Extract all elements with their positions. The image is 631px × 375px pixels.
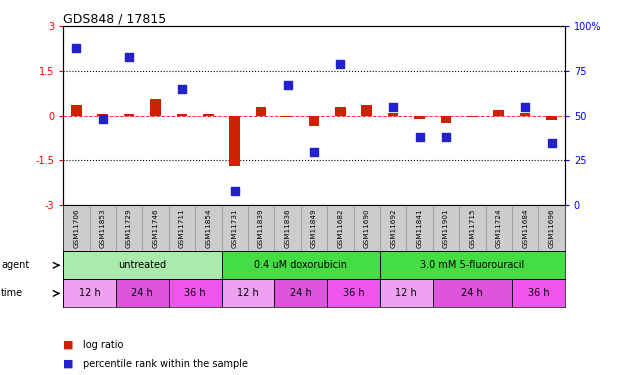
Text: 24 h: 24 h [461, 288, 483, 298]
Bar [440, 116, 451, 123]
Point [441, 134, 451, 140]
Text: GSM11711: GSM11711 [179, 209, 185, 248]
Bar [512, 279, 565, 308]
Point [309, 148, 319, 154]
Bar [362, 105, 372, 116]
Bar [71, 105, 81, 116]
Point [230, 188, 240, 194]
Bar [388, 113, 398, 116]
Point [546, 140, 557, 146]
Text: 36 h: 36 h [528, 288, 549, 298]
Text: 12 h: 12 h [396, 288, 417, 298]
Text: GSM11706: GSM11706 [73, 209, 80, 248]
Point [388, 104, 398, 110]
Text: GSM11684: GSM11684 [522, 209, 528, 248]
Bar [168, 279, 221, 308]
Bar [380, 251, 565, 279]
Text: GSM11836: GSM11836 [285, 209, 290, 248]
Text: GSM11692: GSM11692 [390, 209, 396, 248]
Text: untreated: untreated [118, 260, 167, 270]
Text: GSM11849: GSM11849 [311, 209, 317, 248]
Text: GSM11715: GSM11715 [469, 209, 475, 248]
Bar [63, 279, 116, 308]
Point [98, 116, 108, 122]
Bar [467, 116, 478, 117]
Text: GSM11729: GSM11729 [126, 209, 132, 248]
Point [335, 61, 345, 67]
Text: percentile rank within the sample: percentile rank within the sample [83, 359, 248, 369]
Bar [282, 116, 293, 117]
Bar [433, 279, 512, 308]
Bar [335, 107, 346, 116]
Text: GSM11724: GSM11724 [496, 209, 502, 248]
Bar [520, 113, 531, 116]
Text: 36 h: 36 h [343, 288, 364, 298]
Point [124, 54, 134, 60]
Text: time: time [1, 288, 23, 298]
Text: 24 h: 24 h [131, 288, 153, 298]
Text: GSM11690: GSM11690 [363, 209, 370, 248]
Text: 24 h: 24 h [290, 288, 312, 298]
Point [520, 104, 530, 110]
Text: log ratio: log ratio [83, 340, 124, 350]
Bar [309, 116, 319, 126]
Text: 36 h: 36 h [184, 288, 206, 298]
Bar [150, 99, 161, 116]
Text: ■: ■ [63, 359, 74, 369]
Bar [327, 279, 380, 308]
Point [283, 82, 293, 88]
Bar [63, 251, 221, 279]
Point [415, 134, 425, 140]
Text: GDS848 / 17815: GDS848 / 17815 [63, 12, 167, 25]
Text: 12 h: 12 h [79, 288, 100, 298]
Bar [256, 107, 266, 116]
Bar [203, 114, 213, 116]
Text: GSM11901: GSM11901 [443, 209, 449, 248]
Point [71, 45, 81, 51]
Text: GSM11839: GSM11839 [258, 209, 264, 248]
Bar [124, 114, 134, 116]
Bar [493, 110, 504, 116]
Text: ■: ■ [63, 340, 74, 350]
Bar [380, 279, 433, 308]
Bar [177, 114, 187, 116]
Bar [221, 251, 380, 279]
Text: GSM11853: GSM11853 [100, 209, 106, 248]
Point [177, 86, 187, 92]
Bar [230, 116, 240, 166]
Bar [414, 116, 425, 119]
Text: 3.0 mM 5-fluorouracil: 3.0 mM 5-fluorouracil [420, 260, 524, 270]
Text: GSM11731: GSM11731 [232, 209, 238, 248]
Bar [97, 114, 108, 116]
Text: GSM11696: GSM11696 [548, 209, 555, 248]
Text: 0.4 uM doxorubicin: 0.4 uM doxorubicin [254, 260, 347, 270]
Text: 12 h: 12 h [237, 288, 259, 298]
Bar [274, 279, 327, 308]
Text: agent: agent [1, 260, 30, 270]
Text: GSM11854: GSM11854 [205, 209, 211, 248]
Text: GSM11682: GSM11682 [338, 209, 343, 248]
Bar [546, 116, 557, 120]
Bar [116, 279, 168, 308]
Text: GSM11746: GSM11746 [153, 209, 158, 248]
Bar [221, 279, 274, 308]
Text: GSM11841: GSM11841 [416, 209, 423, 248]
